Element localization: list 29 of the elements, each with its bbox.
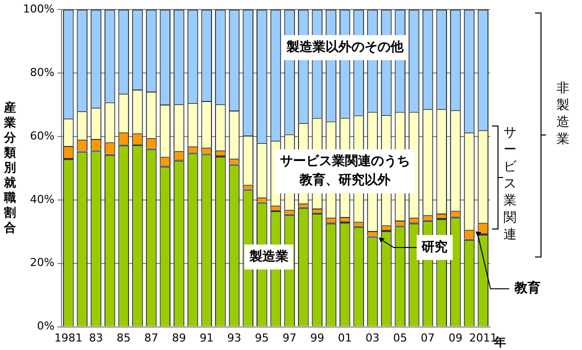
- x-tick-label: 97: [282, 331, 297, 344]
- x-tick-label: 03: [365, 331, 380, 344]
- x-tick-label: 85: [116, 331, 131, 344]
- series-label: サービス業関連のうち教育、研究以外: [280, 154, 410, 188]
- x-tick-label: 99: [310, 331, 324, 344]
- x-tick-label: 09: [448, 331, 462, 344]
- text: 教育: [513, 280, 540, 296]
- y-tick-label: 60%: [30, 129, 54, 142]
- y-tick-label: 100%: [22, 2, 54, 16]
- x-tick-label: 83: [89, 331, 104, 344]
- y-tick-label: 0%: [36, 320, 54, 333]
- text: サービス業関連: [504, 125, 518, 242]
- y-tick-label: 40%: [30, 192, 54, 206]
- series-label: 製造業以外のその他: [285, 40, 404, 56]
- series-label: 研究: [420, 238, 448, 255]
- text: 産業分類別就職割合: [4, 100, 16, 234]
- x-tick-label: 95: [254, 331, 269, 344]
- y-tick-label: 20%: [30, 256, 54, 270]
- x-tick-label: 05: [393, 331, 408, 344]
- x-tick-label: 01: [338, 331, 352, 344]
- x-tick-label: 07: [420, 331, 435, 344]
- y-tick-label: 80%: [30, 66, 54, 79]
- x-tick-label: 1981: [54, 331, 82, 344]
- x-tick-label: 91: [200, 331, 214, 344]
- text: 非製造業: [556, 81, 570, 148]
- x-tick-label: 93: [227, 331, 242, 344]
- x-tick-label: 89: [172, 331, 186, 344]
- x-tick-label: 87: [144, 331, 158, 344]
- series-label: 製造業: [248, 249, 288, 264]
